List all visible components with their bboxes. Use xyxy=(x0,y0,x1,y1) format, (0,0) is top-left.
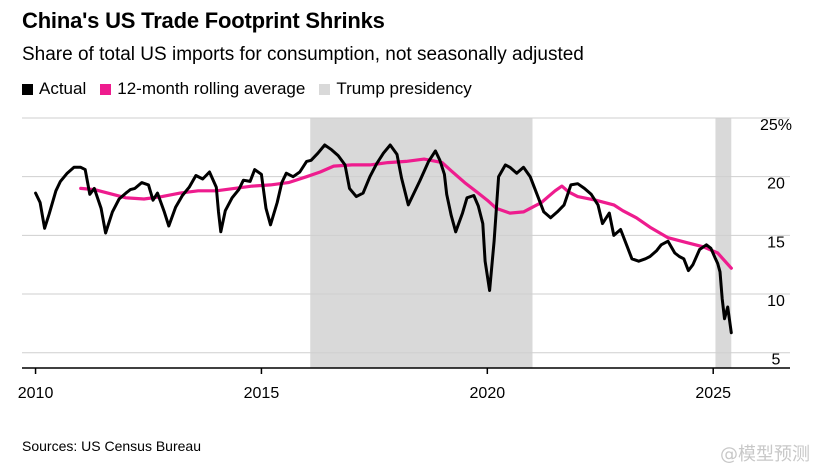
x-axis: 2010 2015 2020 2025 xyxy=(18,367,790,402)
legend-swatch-trump-presidency xyxy=(319,83,331,95)
legend-label-actual: Actual xyxy=(39,79,87,98)
legend-swatch-rolling-average xyxy=(100,83,112,95)
legend-item-rolling-average: 12-month rolling average xyxy=(100,79,305,99)
shaded-period-1 xyxy=(715,118,732,368)
y-tick-label-5: 5 xyxy=(772,352,781,369)
legend-item-trump-presidency: Trump presidency xyxy=(319,79,472,99)
chart-title: China's US Trade Footprint Shrinks xyxy=(22,8,385,33)
source-note: Sources: US Census Bureau xyxy=(22,438,201,454)
legend-item-actual: Actual xyxy=(22,79,86,99)
x-tick-label-2020: 2020 xyxy=(470,385,506,402)
series-line-actual xyxy=(34,143,733,335)
legend-label-rolling-average: 12-month rolling average xyxy=(117,79,306,98)
watermark: @模型预测 xyxy=(720,444,810,465)
legend: Actual 12-month rolling average Trump pr… xyxy=(22,79,486,99)
x-tick-label-2015: 2015 xyxy=(244,385,280,402)
series-lines xyxy=(34,143,733,335)
series-line-rolling-average xyxy=(79,157,733,270)
legend-swatch-actual xyxy=(22,83,33,95)
y-tick-label-20: 20 xyxy=(767,176,785,193)
y-tick-labels: 5 10 15 20 25% xyxy=(760,117,792,369)
x-tick-label-2010: 2010 xyxy=(18,385,54,402)
chart-subtitle: Share of total US imports for consumptio… xyxy=(22,44,584,65)
y-tick-label-15: 15 xyxy=(767,234,785,251)
watermark-text: @模型预测 xyxy=(720,444,810,465)
y-tick-label-10: 10 xyxy=(767,293,785,310)
shaded-period-0 xyxy=(310,118,533,368)
x-tick-label-2025: 2025 xyxy=(695,385,731,402)
y-tick-label-25: 25% xyxy=(760,117,792,134)
legend-label-trump-presidency: Trump presidency xyxy=(336,79,472,98)
